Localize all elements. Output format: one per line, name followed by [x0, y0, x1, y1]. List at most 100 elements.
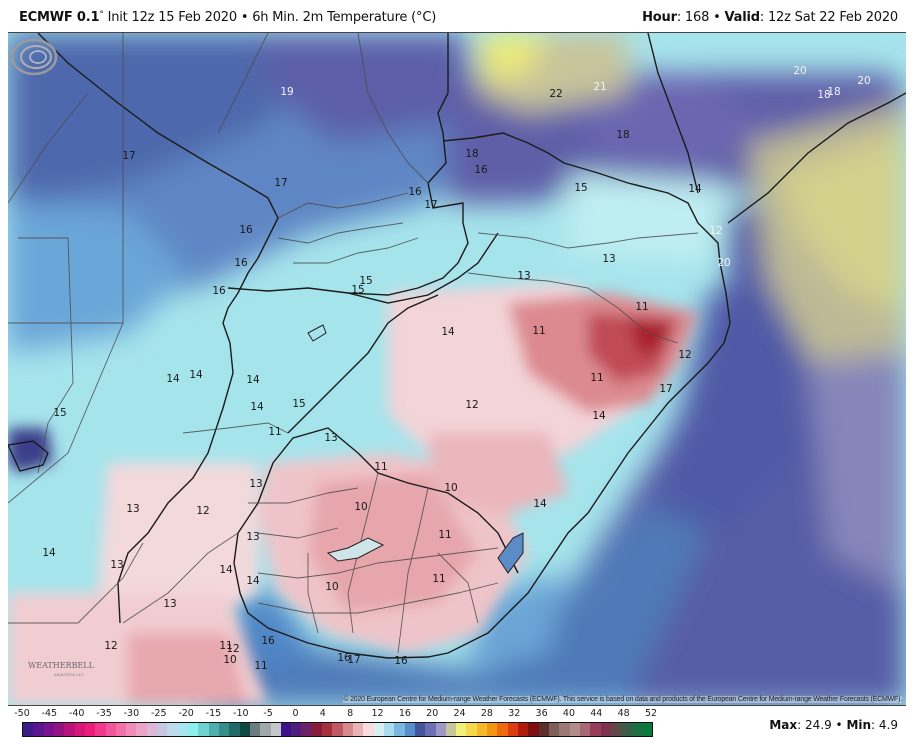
header: ECMWF 0.1° Init 12z 15 Feb 2020 • 6h Min…	[0, 0, 914, 31]
temperature-value-label: 14	[250, 401, 264, 413]
colorbar-swatch	[425, 723, 436, 736]
colorbar-swatch	[126, 723, 137, 736]
temperature-value-label: 13	[126, 503, 140, 515]
temperature-value-label: 15	[292, 398, 306, 410]
colorbar-swatch	[342, 723, 353, 736]
colorbar-swatch	[404, 723, 415, 736]
max-min-stats: Max: 24.9 • Min: 4.9	[769, 718, 898, 732]
temperature-value-label: 16	[239, 224, 253, 236]
temperature-value-label: 15	[53, 407, 67, 419]
colorbar-swatch	[394, 723, 405, 736]
temperature-value-label: 14	[688, 183, 702, 195]
temperature-value-label: 12	[709, 225, 723, 237]
colorbar-tick: -20	[178, 708, 194, 719]
temperature-value-label: 14	[219, 564, 233, 576]
temperature-value-label: 18	[827, 86, 841, 98]
colorbar-swatch	[353, 723, 364, 736]
temperature-value-label: 10	[325, 581, 339, 593]
max-label: Max	[769, 718, 798, 732]
colorbar-tick: 24	[453, 708, 466, 719]
colorbar-tick: 8	[347, 708, 354, 719]
colorbar-tick: 52	[644, 708, 658, 719]
colorbar-tick: 4	[319, 708, 326, 719]
colorbar-swatch	[157, 723, 168, 736]
hour-label: Hour	[642, 10, 677, 25]
temperature-value-label: 21	[593, 81, 607, 93]
temperature-value-label: 20	[717, 257, 731, 269]
colorbar-tick: -45	[41, 708, 58, 719]
colorbar-tick: -25	[150, 708, 167, 719]
colorbar-tick: 44	[590, 708, 603, 719]
colorbar-swatch	[383, 723, 395, 736]
temperature-value-label: 12	[104, 640, 118, 652]
temperature-value-label: 12	[196, 505, 210, 517]
colorbar-swatch	[507, 723, 518, 736]
colorbar-swatch	[476, 723, 488, 736]
temperature-value-label: 11	[268, 426, 282, 438]
temperature-value-label: 16	[212, 285, 226, 297]
colorbar-swatch	[167, 723, 178, 736]
temperature-value-label: 18	[465, 148, 479, 160]
colorbar-swatch	[538, 723, 549, 736]
colorbar-swatch	[146, 723, 158, 736]
temperature-value-label: 12	[678, 349, 692, 361]
colorbar-swatch	[487, 723, 498, 736]
colorbar-swatch	[229, 723, 240, 736]
colorbar-tick: -10	[233, 708, 249, 719]
colorbar-tick: -35	[96, 708, 112, 719]
colorbar-tick: 36	[535, 708, 548, 719]
temperature-value-label: 11	[532, 325, 546, 337]
colorbar-swatch	[456, 723, 467, 736]
temperature-value-label: 17	[659, 383, 673, 395]
temperature-value-label: 14	[533, 498, 547, 510]
temperature-value-label: 13	[324, 432, 338, 444]
colorbar-swatch	[466, 723, 477, 736]
colorbar-swatch	[188, 723, 199, 736]
temperature-value-label: 13	[249, 478, 263, 490]
colorbar-swatch	[621, 723, 632, 736]
temperature-value-label: 13	[110, 559, 124, 571]
colorbar-swatch	[445, 723, 457, 736]
temperature-map[interactable]: 19 22 21 20 20 18 18 17 18 16 18 15 14 17 16 17 16 16 16 15…	[8, 32, 906, 706]
temperature-value-label: 15	[359, 275, 373, 287]
colorbar-tick: -15	[205, 708, 222, 719]
temperature-value-label: 14	[246, 374, 260, 386]
colorbar-swatch	[280, 723, 292, 736]
temperature-value-label: 16	[394, 655, 408, 667]
temperature-value-label: 14	[246, 575, 260, 587]
temperature-value-label: 14	[189, 369, 203, 381]
temperature-value-label: 14	[592, 410, 606, 422]
colorbar-swatch	[631, 723, 642, 736]
temperature-value-label: 20	[793, 65, 807, 77]
colorbar-tick: 12	[371, 708, 384, 719]
colorbar-swatch	[548, 723, 560, 736]
colorbar-swatch	[559, 723, 570, 736]
temperature-value-label: 17	[347, 654, 361, 666]
colorbar-tick: -5	[263, 708, 273, 719]
init-text: Init 12z 15 Feb 2020 • 6h Min. 2m Temper…	[103, 10, 437, 25]
colorbar-swatch	[33, 723, 44, 736]
temperature-value-label: 11	[432, 573, 446, 585]
temperature-value-label: 16	[408, 186, 422, 198]
colorbar-swatch	[518, 723, 529, 736]
colorbar-tick: 32	[508, 708, 521, 719]
min-value: : 4.9	[871, 718, 898, 732]
colorbar-swatch	[23, 723, 34, 736]
min-label: Min	[846, 718, 872, 732]
temperature-value-label: 16	[474, 164, 488, 176]
colorbar-swatch	[435, 723, 446, 736]
temperature-value-label: 13	[602, 253, 616, 265]
temperature-value-label: 16	[261, 635, 275, 647]
logo-text: WEATHERBELL	[28, 661, 94, 670]
colorbar-swatch	[84, 723, 96, 736]
colorbar-swatch	[249, 723, 261, 736]
temperature-value-label: 15	[574, 182, 588, 194]
temperature-value-label: 11	[219, 640, 233, 652]
colorbar-swatch	[610, 723, 622, 736]
temperature-value-label: 13	[246, 531, 260, 543]
temperature-value-label: 11	[254, 660, 268, 672]
colorbar-swatch	[64, 723, 75, 736]
colorbar-swatch	[115, 723, 127, 736]
temperature-value-label: 10	[444, 482, 458, 494]
copyright-notice: © 2020 European Centre for Medium-range …	[343, 696, 902, 703]
